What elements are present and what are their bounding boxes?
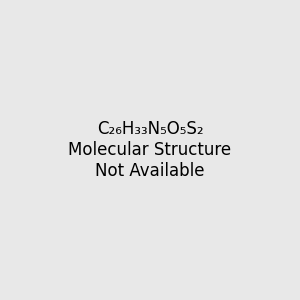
Text: C₂₆H₃₃N₅O₅S₂
Molecular Structure
Not Available: C₂₆H₃₃N₅O₅S₂ Molecular Structure Not Ava… — [68, 120, 232, 180]
